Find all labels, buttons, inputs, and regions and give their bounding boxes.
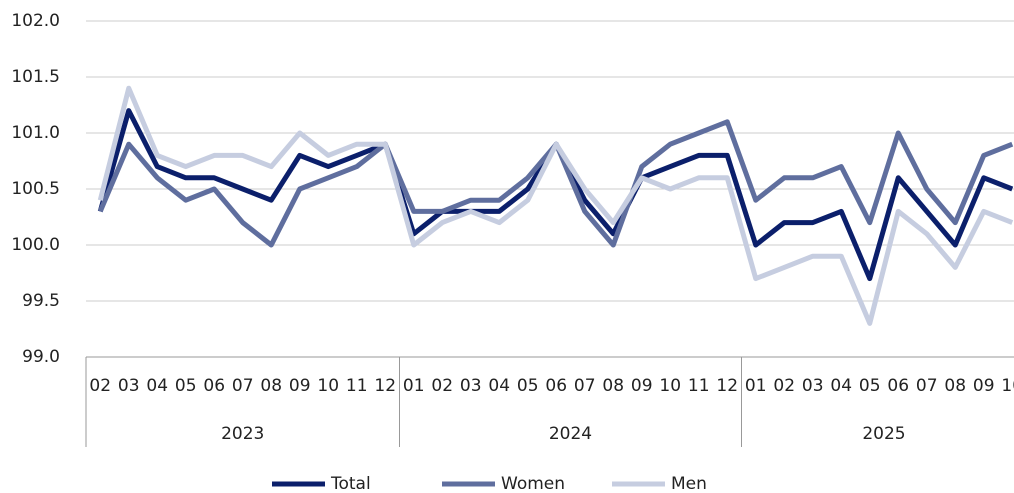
x-tick-label: 06 (203, 376, 225, 396)
y-tick-label: 99.5 (22, 291, 60, 311)
x-tick-label: 08 (944, 376, 966, 396)
group-label: 2025 (862, 424, 905, 444)
x-tick-label: 11 (346, 376, 368, 396)
x-tick-label: 05 (517, 376, 539, 396)
x-tick-label: 05 (175, 376, 197, 396)
y-tick-label: 102.0 (11, 11, 60, 31)
x-tick-label: 06 (545, 376, 567, 396)
group-label: 2023 (221, 424, 264, 444)
x-tick-label: 04 (146, 376, 168, 396)
series-line (97, 85, 1014, 326)
y-tick-label: 100.5 (11, 179, 60, 199)
series-line (97, 108, 1014, 282)
group-label: 2024 (549, 424, 592, 444)
x-tick-label: 06 (887, 376, 909, 396)
x-tick-label: 09 (973, 376, 995, 396)
legend-label: Women (501, 474, 565, 493)
x-tick-label: 08 (260, 376, 282, 396)
x-tick-label: 01 (403, 376, 425, 396)
series-line (97, 119, 1014, 248)
y-tick-label: 101.5 (11, 67, 60, 87)
x-tick-label: 02 (773, 376, 795, 396)
x-tick-label: 10 (659, 376, 681, 396)
legend-label: Men (671, 474, 707, 493)
x-tick-label: 08 (602, 376, 624, 396)
x-tick-label: 03 (802, 376, 824, 396)
y-tick-label: 100.0 (11, 235, 60, 255)
x-tick-label: 10 (317, 376, 339, 396)
x-tick-label: 12 (374, 376, 396, 396)
x-tick-label: 04 (830, 376, 852, 396)
x-tick-label: 03 (460, 376, 482, 396)
legend-label: Total (330, 474, 371, 493)
x-tick-label: 07 (574, 376, 596, 396)
x-tick-label: 10 (1001, 376, 1014, 396)
x-tick-label: 12 (716, 376, 738, 396)
x-tick-label: 07 (916, 376, 938, 396)
x-tick-label: 02 (89, 376, 111, 396)
x-tick-label: 04 (488, 376, 510, 396)
x-tick-label: 11 (688, 376, 710, 396)
x-tick-label: 09 (631, 376, 653, 396)
y-tick-label: 101.0 (11, 123, 60, 143)
x-tick-label: 09 (289, 376, 311, 396)
x-tick-label: 02 (431, 376, 453, 396)
x-tick-label: 03 (118, 376, 140, 396)
x-tick-label: 01 (745, 376, 767, 396)
x-tick-label: 05 (859, 376, 881, 396)
y-tick-label: 99.0 (22, 347, 60, 367)
x-tick-label: 07 (232, 376, 254, 396)
